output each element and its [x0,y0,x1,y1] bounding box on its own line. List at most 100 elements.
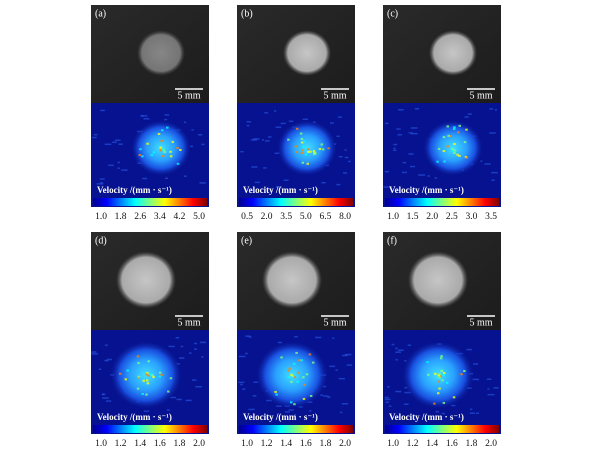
speckle [201,143,205,146]
panel-label: (a) [95,8,106,19]
hotspot [147,360,151,363]
speckle [396,128,401,130]
speckle [393,149,397,152]
speckle [264,112,269,114]
colorbar [239,198,353,206]
speckle [342,172,348,174]
speckle [329,365,336,368]
hotspot [447,134,450,137]
hotspot [146,379,149,382]
hotspot [275,393,278,396]
colorbar-tick: 1.0 [95,439,107,449]
hotspot [434,372,437,375]
speckle [320,394,324,396]
hotspot [451,148,454,151]
speckle [347,160,351,163]
hotspot [437,147,441,150]
hotspot [463,370,466,373]
hotspot [440,370,444,373]
speckle [395,359,398,361]
speckle [403,403,409,405]
speckle [121,169,128,171]
speckle [245,335,251,337]
speckle [176,398,182,401]
hotspot [292,362,296,365]
colorbar-tick: 1.5 [407,212,419,222]
speckle [246,124,250,127]
hotspot [312,153,316,156]
hotspot [152,376,155,379]
speckle [191,129,194,131]
speckle [248,336,252,338]
panel-label: (f) [387,235,397,246]
hotspot [442,136,446,139]
hotspot [308,353,312,356]
panel-label: (b) [241,8,253,19]
hotspot [302,397,306,400]
speckle [179,357,185,359]
hotspot [452,396,456,399]
colorbar-tick: 1.8 [115,212,127,222]
hotspot [157,132,161,135]
speckle [143,410,150,412]
speckle [487,388,490,390]
hotspot [124,378,128,381]
flow-blob [277,120,337,176]
speckle [262,139,265,141]
colorbar-title: Velocity /(mm · s⁻¹) [389,412,464,422]
hotspot [161,155,165,158]
speckle [338,155,343,158]
colorbar-tick: 3.5 [485,212,497,222]
speckle [115,139,121,141]
hotspot [427,373,430,376]
hotspot [145,373,148,376]
speckle [265,140,270,142]
speckle [388,405,392,407]
colorbar-tick: 5.0 [193,212,205,222]
speckle [184,175,187,177]
speckle [164,114,170,116]
hotspot [146,374,150,377]
speckle [393,147,396,150]
speckle [393,143,398,146]
speckle [112,141,117,144]
hotspot [171,140,175,143]
speckle [91,353,99,355]
speckle [414,108,420,110]
hotspot [287,138,290,141]
speckle [410,127,418,129]
hotspot [141,155,144,158]
hotspot [290,373,293,376]
speckle [491,179,495,181]
hotspot [294,145,298,148]
speckle [288,120,294,123]
hotspot [437,374,441,377]
scale-label: 5 mm [469,90,492,101]
hotspot [442,374,446,377]
speckle [466,348,472,351]
hotspot [287,376,290,379]
hotspot [299,132,303,135]
hotspot [146,372,149,375]
speckle [323,395,329,397]
hotspot [302,145,305,148]
colorbar-tick: 3.4 [154,212,166,222]
speckle [402,161,407,164]
hotspot [149,373,152,376]
hotspot [439,357,443,360]
speckle [193,342,197,345]
colorbar-tick: 4.2 [173,212,185,222]
speckle [91,136,97,139]
panel: (f) 5 mm Velocity /(mm · s⁻¹) 1.0 1.2 1.4 1.6 1… [383,232,501,449]
colorbar-tick: 2.0 [193,439,205,449]
speckle [283,179,289,182]
panel-label: (c) [387,8,398,19]
colorbar-tick: 2.5 [446,212,458,222]
hotspot [452,127,456,130]
speckle [489,132,496,134]
colorbar-title: Velocity /(mm · s⁻¹) [389,185,464,195]
hotspot [160,148,164,151]
hotspot [159,146,163,149]
speckle [409,165,416,168]
hotspot [126,369,129,372]
